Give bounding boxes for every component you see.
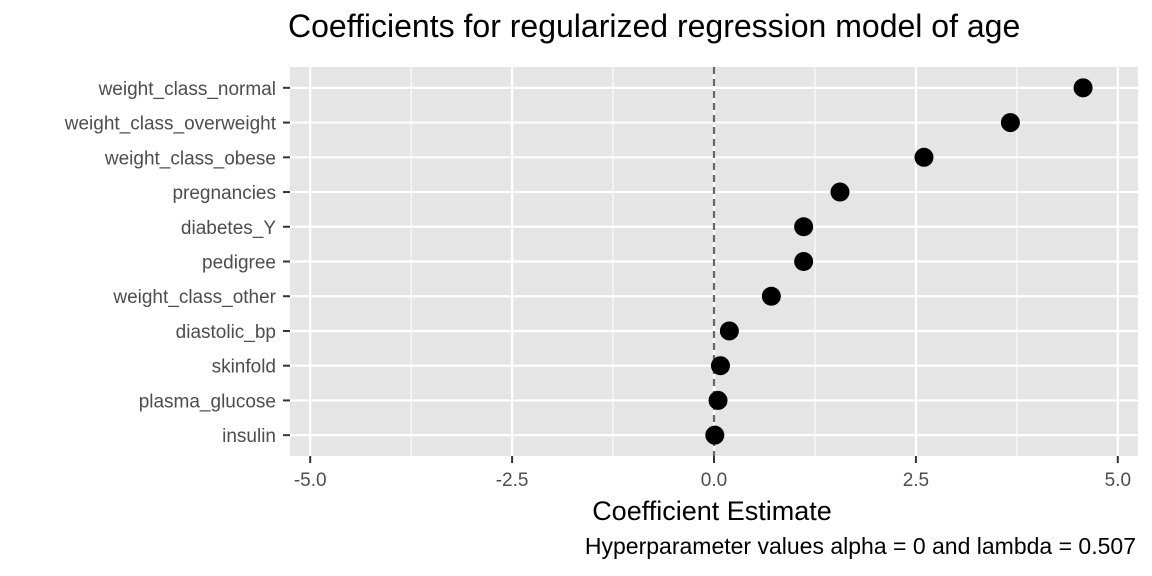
- data-point: [794, 252, 814, 271]
- y-tick-label: weight_class_normal: [98, 79, 276, 100]
- y-tick-label: pregnancies: [172, 183, 276, 204]
- chart-title: Coefficients for regularized regression …: [288, 8, 1021, 44]
- chart-caption: Hyperparameter values alpha = 0 and lamb…: [584, 533, 1136, 559]
- y-tick-label: weight_class_other: [112, 287, 276, 308]
- data-point: [761, 286, 781, 306]
- y-tick-label: diabetes_Y: [181, 218, 276, 239]
- data-point: [830, 182, 850, 202]
- x-tick-label: 2.5: [903, 470, 929, 491]
- data-point: [914, 147, 934, 167]
- x-axis-ticks: -5.0 -2.5 0.0 2.5 5.0: [294, 456, 1131, 491]
- data-point: [719, 321, 739, 341]
- data-point: [705, 425, 725, 445]
- y-tick-label: insulin: [222, 426, 276, 447]
- data-point: [710, 356, 730, 376]
- data-point: [1073, 78, 1093, 98]
- x-axis-label: Coefficient Estimate: [592, 496, 832, 526]
- y-tick-label: skinfold: [212, 357, 276, 378]
- y-tick-label: weight_class_overweight: [64, 114, 277, 135]
- x-tick-label: 5.0: [1105, 470, 1131, 491]
- data-points: [705, 78, 1093, 445]
- x-tick-label: -5.0: [294, 470, 327, 491]
- y-tick-label: plasma_glucose: [139, 391, 276, 412]
- y-tick-label: diastolic_bp: [176, 322, 276, 343]
- data-point: [794, 217, 814, 237]
- data-point: [708, 390, 728, 410]
- data-point: [1000, 113, 1020, 133]
- y-tick-label: pedigree: [202, 253, 276, 274]
- x-tick-label: 0.0: [701, 470, 727, 491]
- x-tick-label: -2.5: [496, 470, 529, 491]
- y-axis-ticks: weight_class_normal weight_class_overweig…: [64, 79, 290, 447]
- y-tick-label: weight_class_obese: [104, 148, 276, 169]
